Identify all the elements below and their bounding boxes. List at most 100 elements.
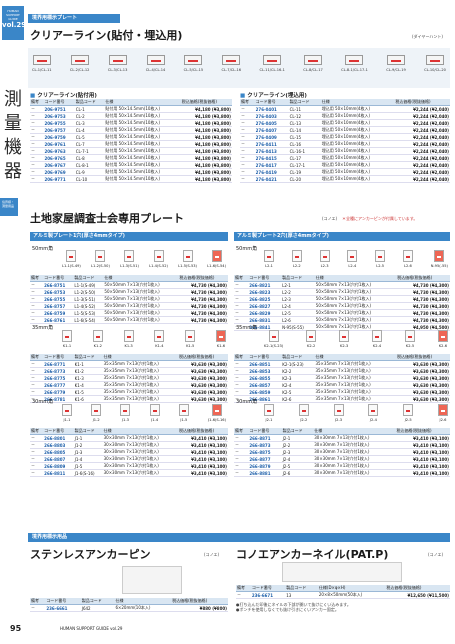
table-row[interactable]: － 266-8805 J1-3 30×30mm 7×13(穴付1枚入) ¥3,410 (… [30, 448, 228, 456]
table-row[interactable]: － 266-8871 J2-1 30×30mm 7×13(穴付1枚入) ¥3,410 (… [234, 434, 450, 442]
table-row[interactable]: － 266-8821 L2-1 50×50mm 7×13(穴付1枚入) ¥4,730 (… [234, 281, 450, 289]
table-row[interactable]: － 206-9769 CL-9 貼付用 50×14.5mm(10枚入) ¥4,180 (… [30, 168, 232, 176]
table-row[interactable]: － 266-8853 K2-2 35×35mm 7×13(穴付1枚入) ¥3,630 (… [234, 367, 450, 375]
price-cell: ¥4,730 (¥4,300) [178, 309, 228, 317]
spec-cell: 埋込用 50×10mm(4枚入) [320, 112, 395, 120]
table-row[interactable]: － 266-8877 J2-4 30×30mm 7×13(穴付1枚入) ¥3,410 (… [234, 455, 450, 463]
table-row[interactable]: － 206-9757 CL-4 貼付用 50×14.5mm(10枚入) ¥4,180 (… [30, 126, 232, 134]
table-row[interactable]: － 266-8775 K1-3 35×35mm 7×13(穴付1枚入) ¥3,630 (… [30, 374, 228, 382]
table-row[interactable]: － 236-6671 13 20×8×50mm(50本入) ¥12,650 (¥11,5… [236, 591, 450, 599]
remark-cell: － [30, 288, 44, 296]
table-row[interactable]: － 206-9771 CL-10 貼付用 50×14.5mm(10枚入) ¥4,180 … [30, 175, 232, 183]
table-row[interactable]: － 266-8751 L1-1(S-49) 50×50mm 7×13(穴付1枚入) ¥4… [30, 281, 228, 289]
table-row[interactable]: － 266-8777 K1-4 35×35mm 7×13(穴付1枚入) ¥3,630 (… [30, 381, 228, 389]
price-cell: ¥880 (¥800) [171, 604, 228, 612]
note-line: ●ポンチを使用しなくても抜け引きにくいアンカー固定。 [236, 607, 339, 612]
table-row[interactable]: － 206-9761 CL-7 貼付用 50×14.5mm(10枚入) ¥4,180 (… [30, 140, 232, 148]
plate-item: J1-4 [149, 404, 160, 422]
table-row[interactable]: － 266-8859 K2-5 35×35mm 7×13(穴付1枚入) ¥3,630 (… [234, 388, 450, 396]
table-row[interactable]: － 266-8801 J1-1 30×30mm 7×13(穴付1枚入) ¥3,410 (… [30, 434, 228, 442]
table-row[interactable]: － 266-8753 L1-2(S-50) 50×50mm 7×13(穴付1枚入) ¥4… [30, 288, 228, 296]
table-row[interactable]: － 266-8809 J1-5 30×30mm 7×13(穴付1枚入) ¥3,410 (… [30, 462, 228, 470]
table-row[interactable]: － 206-9751 CL-1 貼付用 50×14.5mm(10枚入) ¥4,180 (… [30, 105, 232, 113]
table-row[interactable]: － 266-8827 L2-4 50×50mm 7×13(穴付1枚入) ¥4,730 (… [234, 302, 450, 310]
price-cell: ¥3,630 (¥3,300) [178, 360, 228, 368]
table-row[interactable]: － 206-9763 CL-7-1 貼付用 50×14.5mm(10枚入) ¥4,180… [30, 147, 232, 155]
table-row[interactable]: － 266-8823 L2-2 50×50mm 7×13(穴付1枚入) ¥4,730 (… [234, 288, 450, 296]
swatch: CL-8-1/CL-17-1 [341, 55, 368, 72]
table-row[interactable]: － 206-9765 CL-8 貼付用 50×14.5mm(10枚入) ¥4,180 (… [30, 154, 232, 162]
table-row[interactable]: － 276-0409 CL-15 埋込用 50×10mm(4枚入) ¥2,244 (¥2… [240, 133, 450, 141]
table-row[interactable]: － 276-0405 CL-13 埋込用 50×10mm(4枚入) ¥2,244 (¥2… [240, 119, 450, 127]
plate-item: K2-6 [437, 330, 448, 348]
left-subhead: クリアーライン(貼付用) [30, 91, 97, 99]
plate-image [123, 330, 134, 342]
swatch-caption: CL-1/CL-11 [32, 68, 52, 72]
size-label-50: 50mm角 [32, 246, 54, 252]
table-row[interactable]: － 266-8759 L1-5(S-53) 50×50mm 7×13(穴付1枚入) ¥4… [30, 309, 228, 317]
table-row[interactable]: － 266-8857 K2-4 35×35mm 7×13(穴付1枚入) ¥3,630 (… [234, 381, 450, 389]
plate-image [153, 250, 164, 262]
spec-cell: 50×50mm 7×13(穴付1枚入) [314, 281, 397, 289]
table-row[interactable]: － 276-0421 CL-20 埋込用 50×10mm(4枚入) ¥2,244 (¥2… [240, 175, 450, 183]
price-cell: ¥3,630 (¥3,300) [395, 388, 450, 396]
table-row[interactable]: － 276-0417 CL-17-1 埋込用 50×10mm(4枚入) ¥2,244 (… [240, 161, 450, 169]
table-row[interactable]: － 266-8855 K2-3 35×35mm 7×13(穴付1枚入) ¥3,630 (… [234, 374, 450, 382]
plate-item: J2-3 [333, 404, 344, 422]
column-header: コード番号 [45, 598, 81, 605]
section-tab[interactable]: 境界標・測量用品 [0, 198, 18, 216]
table-row[interactable]: － 266-8851 K2-1(S-23) 35×35mm 7×13(穴付1枚入) ¥3… [234, 360, 450, 368]
table-row[interactable]: － 276-0401 CL-11 埋込用 50×10mm(4枚入) ¥2,244 (¥2… [240, 105, 450, 113]
plate-caption: K1-2 [93, 344, 102, 348]
table-row[interactable]: － 266-8811 J1-6(S-16) 30×30mm 7×13(穴付1枚入) ¥3… [30, 469, 228, 477]
swatch: CL-3/CL-13 [108, 55, 127, 72]
product-code-cell: N-95(S-55) [281, 323, 315, 331]
code-cell: 266-8829 [248, 309, 282, 317]
table-row[interactable]: － 236-6661 J642 6×20mm(10本入) ¥880 (¥800) [30, 604, 228, 612]
table-row[interactable]: － 266-8841 N-95(S-55) 50×50mm 7×13(穴付1枚入) ¥4… [234, 323, 450, 331]
right-subhead: クリアーライン(埋込用) [240, 91, 307, 99]
table-row[interactable]: － 266-8831 L2-6 50×50mm 7×13(穴付1枚入) ¥4,730 (… [234, 316, 450, 324]
table-row[interactable]: － 266-8779 K1-5 35×35mm 7×13(穴付1枚入) ¥3,630 (… [30, 388, 228, 396]
price-cell: ¥12,650 (¥11,500) [385, 591, 450, 599]
table-row[interactable]: － 266-8773 K1-2 35×35mm 7×13(穴付1枚入) ¥3,630 (… [30, 367, 228, 375]
table-row[interactable]: － 206-9759 CL-5 貼付用 50×14.5mm(10枚入) ¥4,180 (… [30, 133, 232, 141]
spec-cell: 埋込用 50×10mm(4枚入) [320, 154, 395, 162]
table-row[interactable]: － 276-0411 CL-16 埋込用 50×10mm(4枚入) ¥2,244 (¥2… [240, 140, 450, 148]
code-cell: 266-8779 [43, 388, 74, 396]
code-cell: 276-0409 [254, 133, 289, 141]
table-row[interactable]: － 276-0413 CL-16-1 埋込用 50×10mm(4枚入) ¥2,244 (… [240, 147, 450, 155]
product-code-cell: K1-2 [73, 367, 103, 375]
spec-cell: 20×8×50mm(50本入) [317, 591, 386, 599]
product-code-cell: CL-10 [74, 175, 105, 183]
plate-caption: J2-1 [265, 418, 273, 422]
table-row[interactable]: － 266-8807 J1-4 30×30mm 7×13(穴付1枚入) ¥3,410 (… [30, 455, 228, 463]
table-row[interactable]: － 276-0419 CL-19 埋込用 50×10mm(4枚入) ¥2,244 (¥2… [240, 168, 450, 176]
table-row[interactable]: － 266-8861 K2-6 35×35mm 7×13(穴付1枚入) ¥3,630 (… [234, 395, 450, 403]
table-row[interactable]: － 266-8881 J2-6 30×30mm 7×13(穴付1枚入) ¥3,410 (… [234, 469, 450, 477]
right-block-head: アルミ製プレート2穴(厚さ4mmタイプ) [234, 232, 450, 241]
table-row[interactable]: － 206-9755 CL-3 貼付用 50×14.5mm(10枚入) ¥4,180 (… [30, 119, 232, 127]
table-row[interactable]: － 266-8879 J2-5 30×30mm 7×13(穴付1枚入) ¥3,410 (… [234, 462, 450, 470]
table-row[interactable]: － 276-0415 CL-17 埋込用 50×10mm(4枚入) ¥2,244 (¥2… [240, 154, 450, 162]
product-code-cell: J2-3 [281, 448, 314, 456]
table-row[interactable]: － 266-8825 L2-3 50×50mm 7×13(穴付1枚入) ¥4,730 (… [234, 295, 450, 303]
remark-cell: － [234, 395, 249, 403]
plate-image [95, 250, 106, 262]
table-row[interactable]: － 206-9753 CL-2 貼付用 50×14.5mm(10枚入) ¥4,180 (… [30, 112, 232, 120]
table-row[interactable]: － 206-9767 CL-8-1 貼付用 50×14.5mm(10枚入) ¥4,180… [30, 161, 232, 169]
product-code-cell: CL-9 [74, 168, 105, 176]
table-row[interactable]: － 276-0407 CL-14 埋込用 50×10mm(4枚入) ¥2,244 (¥2… [240, 126, 450, 134]
table-row[interactable]: － 266-8781 K1-6 35×35mm 7×13(穴付1枚入) ¥3,630 (… [30, 395, 228, 403]
brand-badge: HUMAN SUPPORT GUIDE vol.29 [2, 6, 26, 40]
table-row[interactable]: － 266-8761 L1-6(S-54) 50×50mm 7×13(穴付1枚入) ¥4… [30, 316, 228, 324]
table-row[interactable]: － 266-8771 K1-1 35×35mm 7×13(穴付1枚入) ¥3,630 (… [30, 360, 228, 368]
table-row[interactable]: － 266-8757 L1-4(S-52) 50×50mm 7×13(穴付1枚入) ¥4… [30, 302, 228, 310]
table-row[interactable]: － 266-8755 L1-3(S-51) 50×50mm 7×13(穴付1枚入) ¥4… [30, 295, 228, 303]
table-row[interactable]: － 266-8803 J1-2 30×30mm 7×13(穴付1枚入) ¥3,410 (… [30, 441, 228, 449]
table-row[interactable]: － 266-8873 J2-2 30×30mm 7×13(穴付1枚入) ¥3,410 (… [234, 441, 450, 449]
table-row[interactable]: － 266-8875 J2-3 30×30mm 7×13(穴付1枚入) ¥3,410 (… [234, 448, 450, 456]
table-row[interactable]: － 276-0403 CL-12 埋込用 50×10mm(4枚入) ¥2,244 (¥2… [240, 112, 450, 120]
code-cell: 266-8759 [43, 309, 74, 317]
table-row[interactable]: － 266-8829 L2-5 50×50mm 7×13(穴付1枚入) ¥4,730 (… [234, 309, 450, 317]
